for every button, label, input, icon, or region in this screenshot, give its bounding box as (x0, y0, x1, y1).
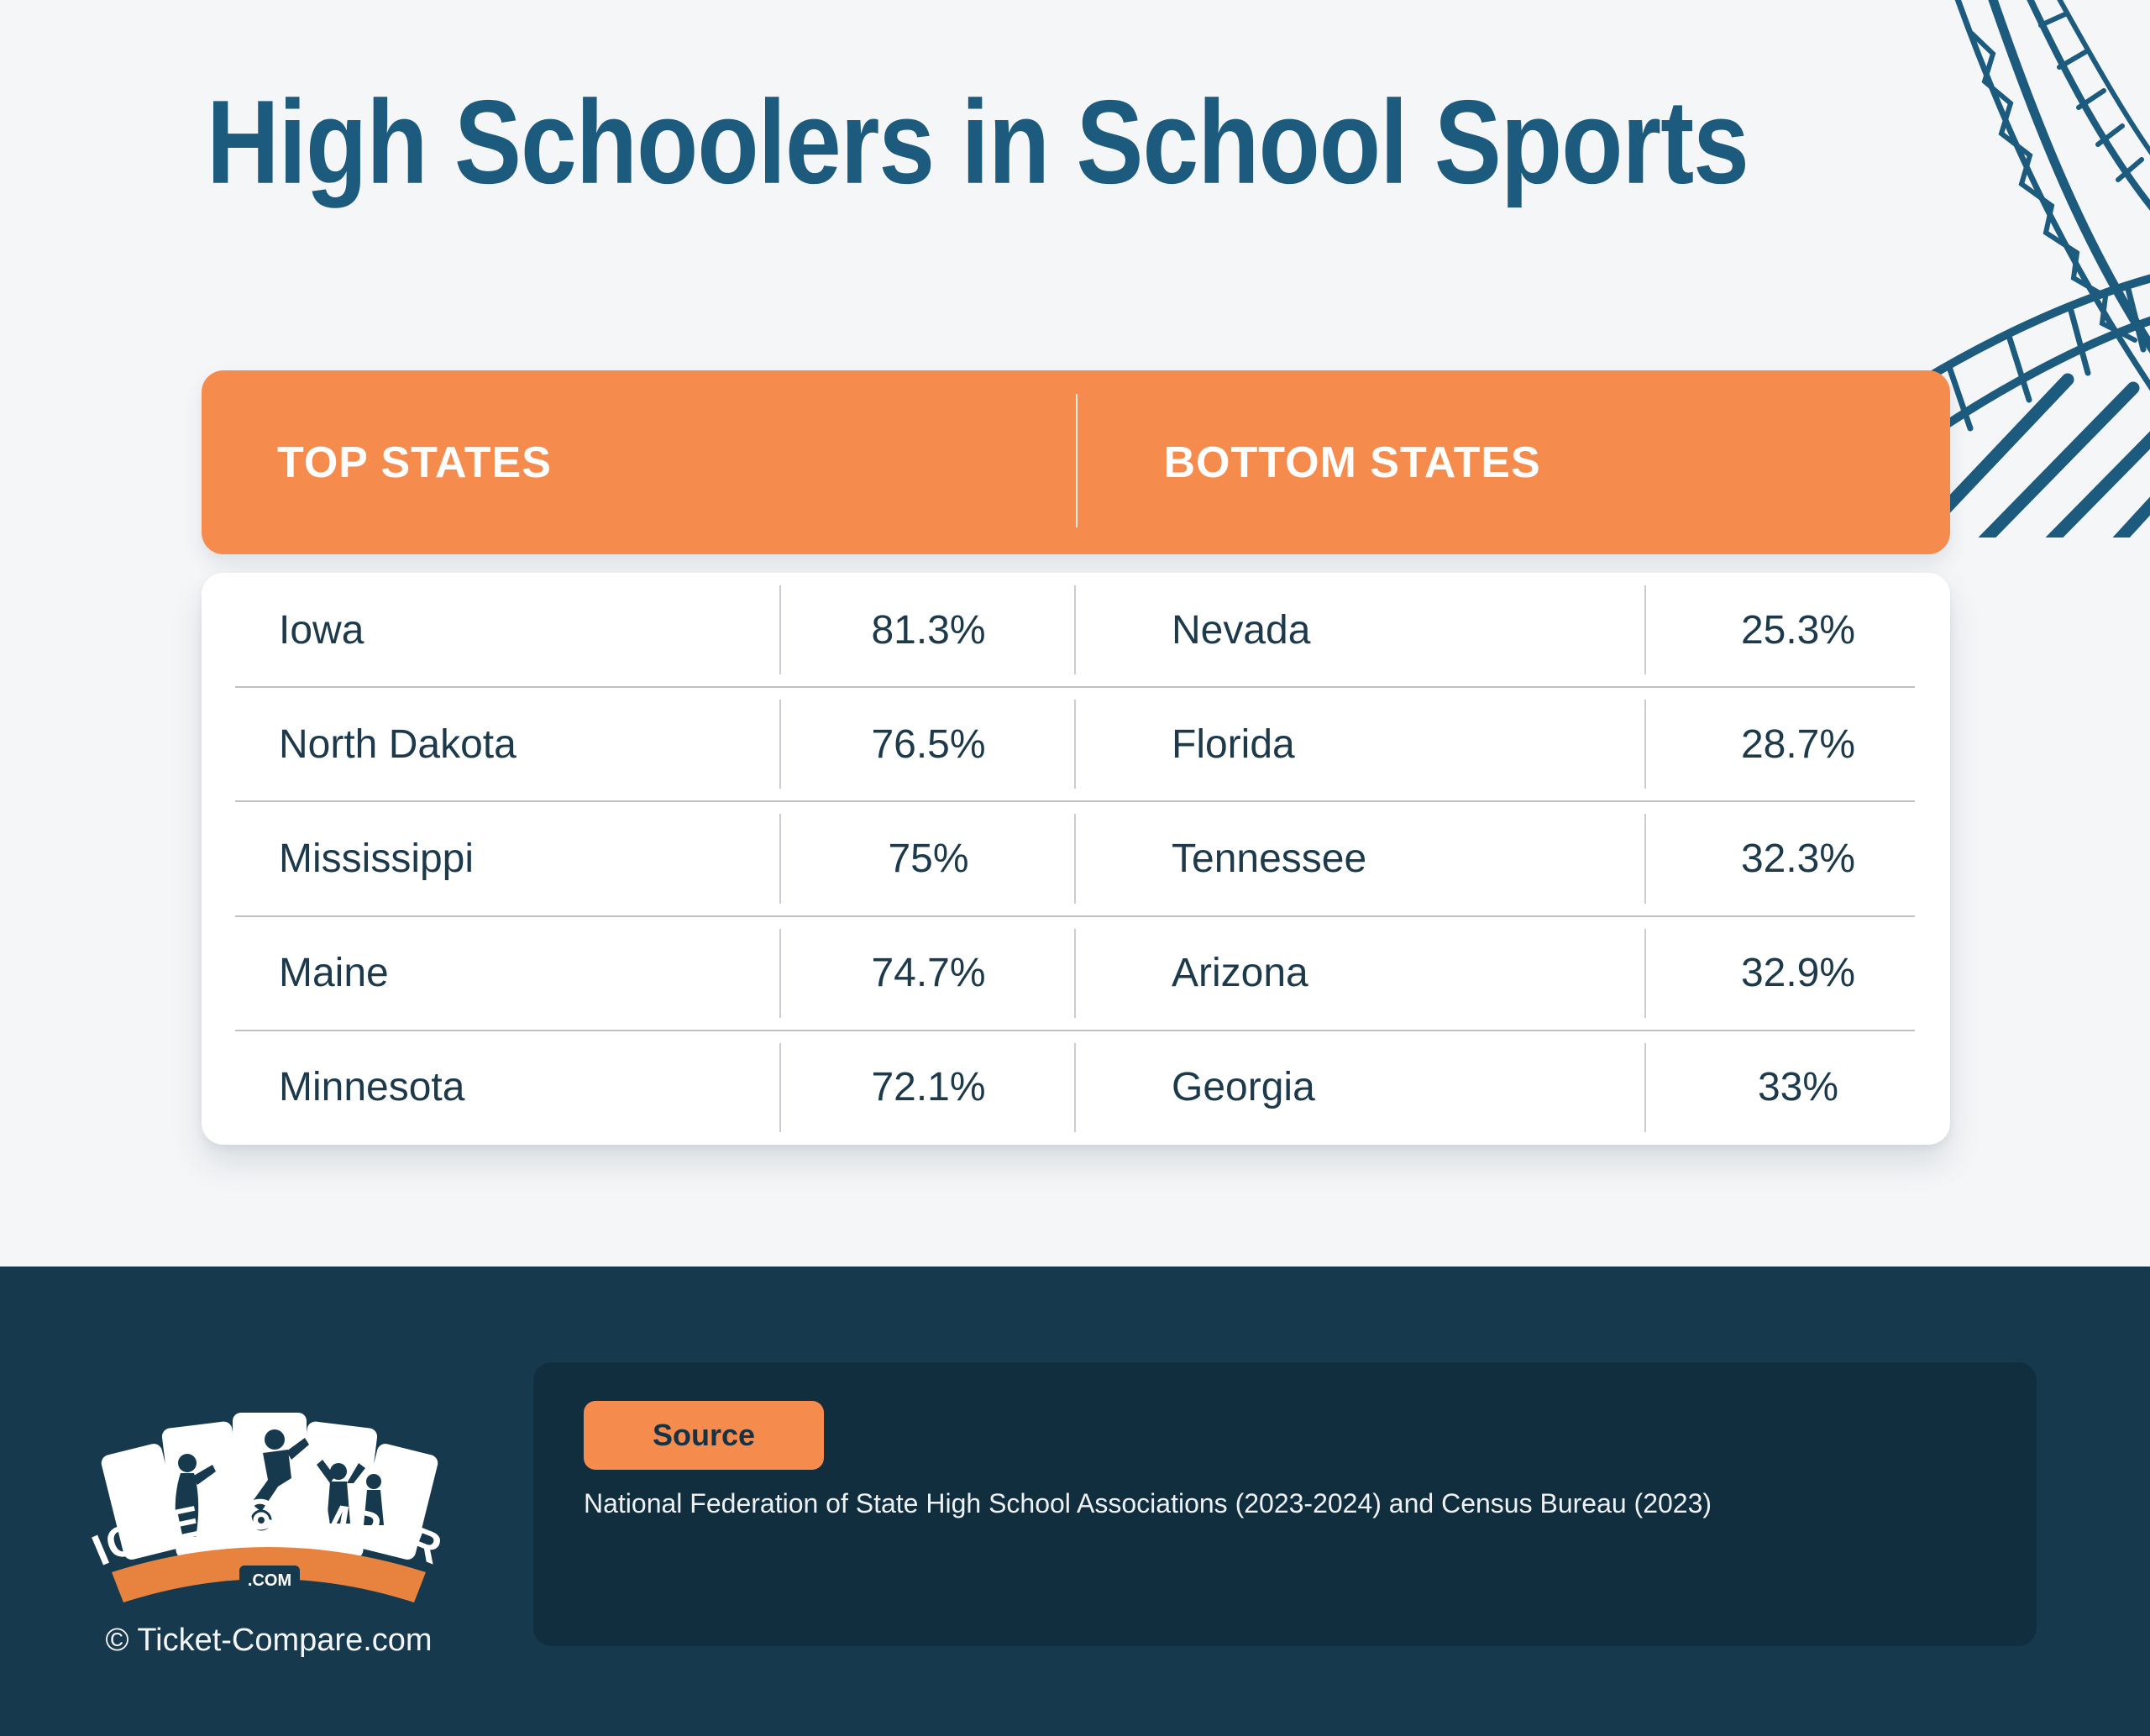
state-name: Nevada (1172, 607, 1311, 653)
source-citation: National Federation of State High School… (584, 1488, 1712, 1518)
table-row: Mississippi 75% Tennessee 32.3% (202, 801, 1950, 917)
top-state-cell: Iowa (202, 573, 781, 687)
state-name: Tennessee (1172, 837, 1367, 881)
table-header-band: TOP STATES BOTTOM STATES (202, 370, 1950, 554)
stadium-illustration (1835, 0, 2150, 538)
copyright-text: © Ticket-Compare.com (105, 1623, 433, 1658)
bottom-state-cell: Arizona (1076, 916, 1646, 1031)
state-name: Minnesota (279, 1065, 465, 1110)
state-value: 32.9% (1740, 951, 1856, 996)
ticket-compare-logo: TICKET-COMPARE .COM (88, 1392, 448, 1602)
top-state-cell: Maine (202, 916, 781, 1031)
bottom-value-cell: 33% (1646, 1031, 1950, 1145)
footer: TICKET-COMPARE .COM © Ticket-Compare.com… (0, 1267, 2150, 1736)
header-divider (1076, 394, 1078, 527)
table-row: Minnesota 72.1% Georgia 33% (202, 1031, 1950, 1145)
bottom-value-cell: 32.3% (1646, 801, 1950, 915)
bottom-states-header: BOTTOM STATES (1163, 438, 1541, 487)
states-table: Iowa 81.3% Nevada 25.3% North Dakota 76.… (202, 573, 1950, 1145)
top-state-cell: Minnesota (202, 1031, 781, 1145)
state-name: Mississippi (279, 837, 475, 881)
state-value: 32.3% (1740, 837, 1856, 881)
header-cell-bottom-states: BOTTOM STATES (1064, 370, 1951, 554)
state-name: North Dakota (279, 721, 517, 767)
bottom-state-cell: Tennessee (1076, 801, 1646, 915)
bottom-value-cell: 32.9% (1646, 916, 1950, 1031)
top-state-cell: Mississippi (202, 801, 781, 915)
state-name: Florida (1172, 721, 1295, 767)
table-row: North Dakota 76.5% Florida 28.7% (202, 687, 1950, 803)
logo-tld-tab (239, 1566, 300, 1592)
top-value-cell: 81.3% (781, 573, 1076, 687)
bottom-value-cell: 25.3% (1646, 573, 1950, 687)
bottom-state-cell: Nevada (1076, 573, 1646, 687)
crowd-silhouettes-icon (175, 1429, 384, 1537)
state-value: 81.3% (871, 607, 986, 653)
logo-tld-text: .COM (248, 1571, 291, 1590)
table-row: Maine 74.7% Arizona 32.9% (202, 916, 1950, 1032)
header-cell-top-states: TOP STATES (202, 370, 1064, 554)
top-value-cell: 72.1% (781, 1031, 1076, 1145)
top-value-cell: 75% (781, 801, 1076, 915)
bottom-value-cell: 28.7% (1646, 687, 1950, 801)
state-name: Arizona (1172, 951, 1308, 996)
state-value: 33% (1757, 1065, 1839, 1110)
state-value: 76.5% (871, 721, 986, 767)
page-title: High Schoolers in School Sports (207, 76, 1749, 209)
bottom-state-cell: Georgia (1076, 1031, 1646, 1145)
state-value: 28.7% (1740, 721, 1856, 767)
bottom-state-cell: Florida (1076, 687, 1646, 801)
source-panel: Source National Federation of State High… (533, 1362, 2037, 1646)
table-row: Iowa 81.3% Nevada 25.3% (202, 573, 1950, 689)
top-value-cell: 74.7% (781, 916, 1076, 1031)
top-state-cell: North Dakota (202, 687, 781, 801)
state-value: 74.7% (871, 951, 986, 996)
top-value-cell: 76.5% (781, 687, 1076, 801)
state-name: Georgia (1172, 1065, 1315, 1110)
soccer-ball-icon (250, 1509, 272, 1531)
state-value: 72.1% (871, 1065, 986, 1110)
source-button[interactable]: Source (584, 1401, 824, 1470)
source-button-label: Source (652, 1418, 756, 1452)
top-states-header: TOP STATES (277, 438, 552, 487)
state-value: 75% (888, 837, 969, 881)
state-name: Maine (279, 951, 389, 996)
state-name: Iowa (279, 607, 364, 653)
state-value: 25.3% (1740, 607, 1856, 653)
